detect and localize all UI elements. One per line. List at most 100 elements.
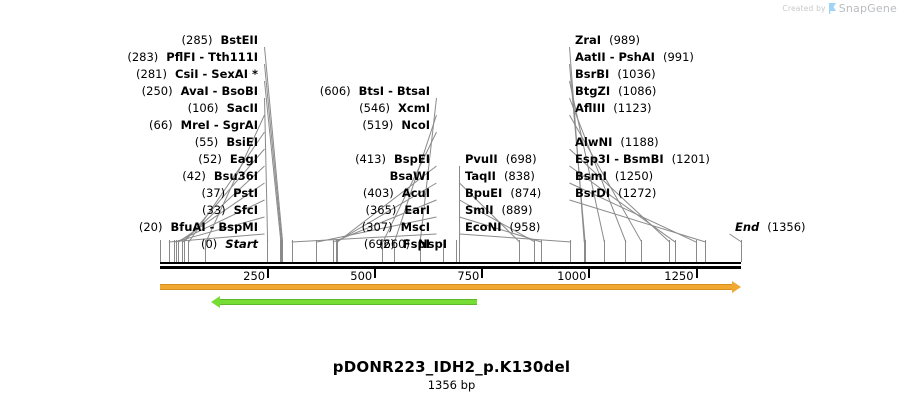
restriction-site-label[interactable]: BsaWI [390, 170, 430, 183]
restriction-site-label[interactable]: ZraI (989) [575, 34, 640, 47]
enzyme-name-label: BstEII [220, 33, 258, 47]
restriction-site-label[interactable]: AatII - PshAI (991) [575, 51, 694, 64]
site-position-label: (413) [355, 152, 386, 166]
site-tick-line [584, 240, 586, 262]
enzyme-name-label: BspEI [394, 152, 430, 166]
snapgene-watermark: Created by SnapGene [782, 2, 897, 15]
restriction-site-label[interactable]: (33) SfcI [202, 204, 258, 217]
restriction-site-label[interactable]: PvuII (698) [465, 153, 537, 166]
restriction-site-label[interactable]: BsmI (1250) [575, 170, 653, 183]
restriction-site-label[interactable]: (307) MscI [362, 221, 430, 234]
restriction-site-label[interactable]: (250) AvaI - BsoBI [142, 85, 258, 98]
enzyme-name-label: BsaWI [389, 169, 430, 183]
restriction-site-label[interactable]: (281) CsiI - SexAI * [136, 68, 258, 81]
site-tick-line [280, 240, 282, 262]
site-position-label: (0) [200, 237, 218, 251]
restriction-site-label[interactable]: SmlI (889) [465, 204, 532, 217]
site-position-label: (33) [201, 203, 226, 217]
site-position-label: (66) [149, 118, 173, 132]
enzyme-name-label: SexAI * [211, 67, 258, 81]
ruler-tick [374, 269, 377, 278]
site-tick-line [183, 240, 185, 262]
restriction-site-label[interactable]: BsrBI (1036) [575, 68, 656, 81]
ruler-tick [588, 269, 591, 278]
restriction-site-label[interactable]: (546) XcmI [359, 102, 430, 115]
restriction-site-label[interactable]: TaqII (838) [465, 170, 535, 183]
enzyme-name-label: XcmI [398, 101, 430, 115]
restriction-site-label[interactable]: (519) NcoI [362, 119, 430, 132]
site-position-label: (42) [182, 169, 206, 183]
site-tick-line [393, 240, 395, 262]
enzyme-name-label: PvuII [465, 152, 498, 166]
restriction-site-label[interactable]: BpuEI (874) [465, 187, 541, 200]
backbone-line-upper [160, 262, 741, 264]
site-name-separator: - [205, 220, 219, 234]
restriction-site-label[interactable]: End (1356) [735, 221, 806, 234]
site-tick-line [188, 240, 190, 262]
restriction-site-label[interactable]: (283) PflFI - Tth111I [127, 51, 258, 64]
restriction-site-label[interactable]: BtgZI (1086) [575, 85, 656, 98]
restriction-site-label[interactable]: AflIII (1123) [575, 102, 652, 115]
site-position-label: (37) [201, 186, 226, 200]
restriction-site-label[interactable]: (606) BtsI - BtsaI [320, 85, 430, 98]
site-tick-line [205, 240, 207, 262]
site-tick-line [182, 240, 184, 262]
restriction-site-label[interactable]: AlwNI (1188) [575, 136, 659, 149]
enzyme-name-label: PflFI [166, 50, 196, 64]
restriction-site-label[interactable]: (285) BstEII [182, 34, 258, 47]
restriction-site-label[interactable]: (52) EagI [198, 153, 258, 166]
restriction-site-label[interactable]: (42) Bsu36I [182, 170, 258, 183]
enzyme-name-label: AvaI [180, 84, 209, 98]
site-position-label: (692) [363, 237, 395, 251]
backbone-line-lower [160, 266, 741, 269]
restriction-site-label[interactable]: (106) SacII [188, 102, 258, 115]
site-tick-line [695, 240, 697, 262]
plasmid-length-label: 1356 bp [427, 378, 476, 392]
restriction-site-label[interactable]: (20) BfuAI - BspMI [139, 221, 258, 234]
site-position-label: (281) [136, 67, 167, 81]
enzyme-name-label: SmlI [465, 203, 494, 217]
site-position-label: (106) [187, 101, 219, 115]
enzyme-name-label: AlwNI [575, 135, 613, 149]
site-position-label: (519) [362, 118, 394, 132]
enzyme-name-label: CsiI [175, 67, 199, 81]
restriction-site-label[interactable]: BsrDI (1272) [575, 187, 656, 200]
enzyme-name-label: AatII [575, 50, 606, 64]
site-tick-line [741, 240, 742, 262]
restriction-site-label[interactable]: EcoNI (958) [465, 221, 540, 234]
enzyme-name-label: NspI [418, 237, 447, 251]
enzyme-name-label: PstI [233, 186, 258, 200]
site-position-label: (365) [365, 203, 397, 217]
enzyme-name-label: Tth111I [208, 50, 258, 64]
restriction-site-label[interactable]: (37) PstI [202, 187, 258, 200]
restriction-site-label[interactable]: (413) BspEI [355, 153, 430, 166]
site-tick-line [175, 240, 177, 262]
restriction-site-label[interactable]: (403) AcuI [363, 187, 430, 200]
enzyme-name-label: EagI [229, 152, 258, 166]
ruler-tick [267, 269, 270, 278]
restriction-site-label[interactable]: (66) MreI - SgrAI [149, 119, 258, 132]
site-tick-line [282, 240, 284, 262]
site-position-label: (307) [361, 220, 393, 234]
restriction-site-label[interactable]: (55) BsiEI [195, 136, 258, 149]
watermark-brand-label: SnapGene [838, 2, 897, 15]
site-tick-line [267, 240, 269, 262]
site-position-label: (1272) [618, 186, 657, 200]
site-tick-line [332, 240, 334, 262]
site-position-label: (55) [194, 135, 219, 149]
sequence-terminus-label: Start [225, 237, 258, 251]
restriction-site-label[interactable]: (0) Start [201, 238, 258, 251]
enzyme-name-label: MscI [400, 220, 430, 234]
restriction-site-label[interactable]: Esp3I - BsmBI (1201) [575, 153, 710, 166]
ruler-tick [481, 269, 484, 278]
restriction-site-label[interactable]: (660) NspI [379, 238, 447, 251]
site-tick-line [705, 240, 706, 262]
enzyme-name-label: BfuAI [170, 220, 206, 234]
restriction-site-label[interactable]: (692) FspI [364, 238, 430, 251]
site-tick-line [603, 240, 605, 262]
site-tick-line [540, 240, 542, 262]
site-tick-line [281, 240, 283, 262]
restriction-site-label[interactable]: (365) EarI [365, 204, 430, 217]
enzyme-name-label: FspI [402, 237, 430, 251]
ruler-tick-label: 750 [457, 269, 480, 283]
